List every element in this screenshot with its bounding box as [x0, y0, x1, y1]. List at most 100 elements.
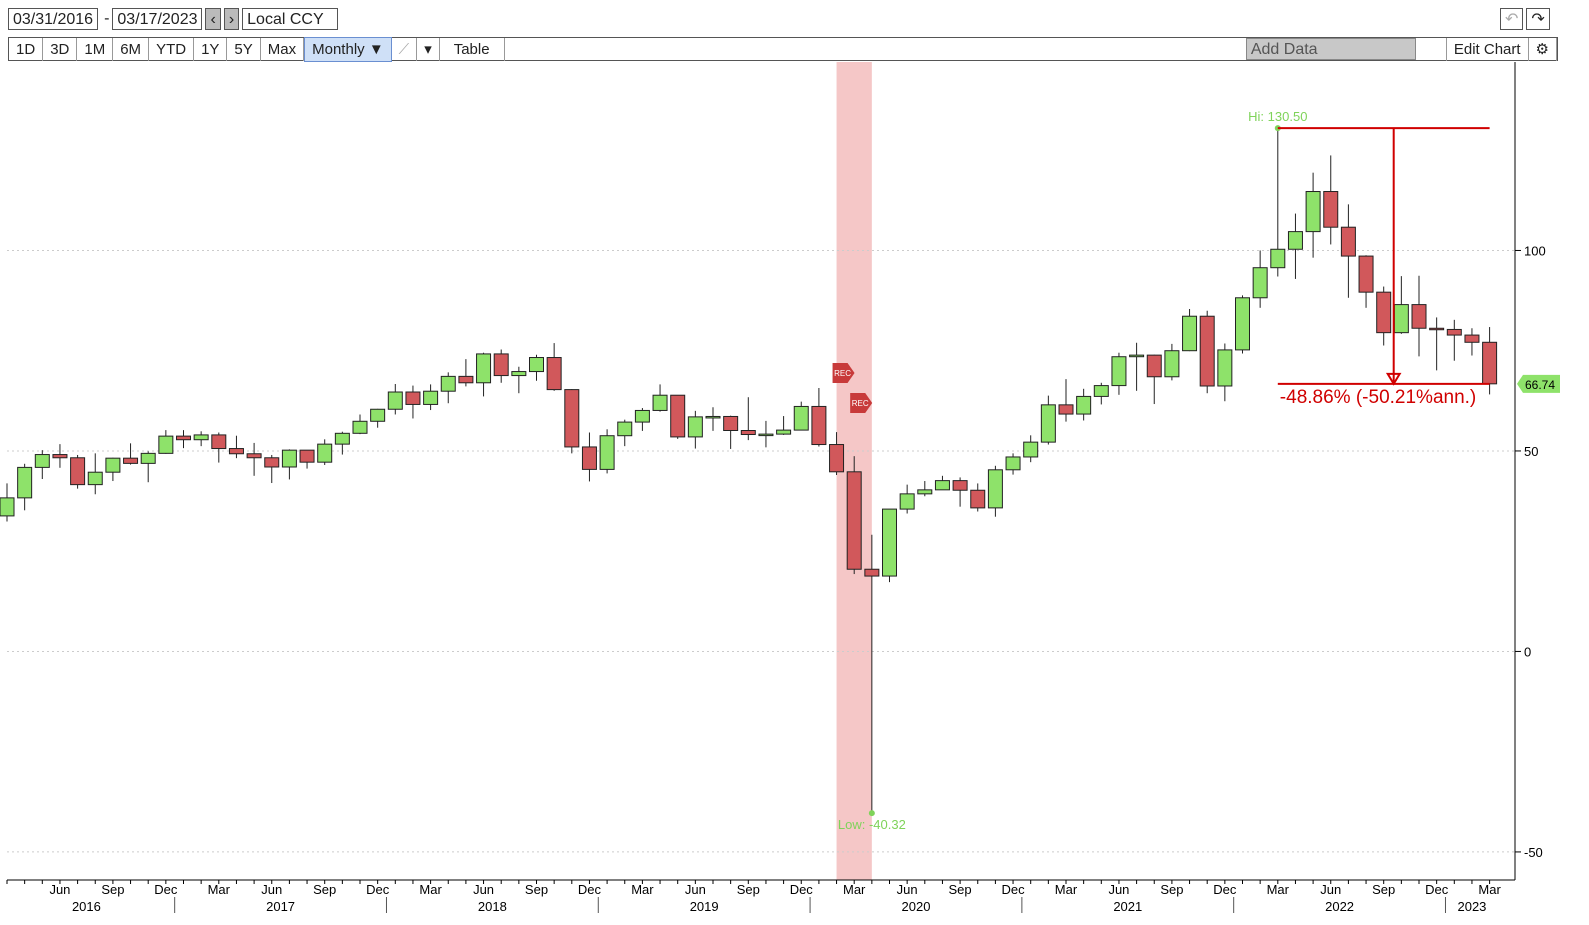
candle-body	[1058, 404, 1074, 415]
candle-body	[1270, 248, 1286, 269]
candle-body	[1199, 315, 1215, 387]
x-tick-label: Mar	[843, 882, 866, 897]
recession-band	[836, 62, 872, 880]
next-button[interactable]: ›	[223, 8, 240, 30]
range-button[interactable]: 1D	[9, 37, 44, 61]
candle-body	[511, 371, 527, 377]
candle-body	[952, 480, 968, 491]
start-date[interactable]: 03/31/2016	[8, 8, 99, 30]
settings-button[interactable]: ⚙	[1529, 37, 1557, 61]
candle-body	[17, 466, 33, 499]
add-data-input[interactable]: Add Data	[1245, 38, 1416, 60]
edit-chart-button[interactable]: Edit Chart	[1445, 37, 1529, 61]
candle-body	[1093, 385, 1109, 397]
end-date[interactable]: 03/17/2023	[112, 8, 203, 30]
rec-marker-label: REC	[852, 399, 869, 408]
range-button[interactable]: YTD	[149, 37, 195, 61]
candle-body	[52, 454, 68, 459]
undo-button[interactable]: ↶	[1500, 8, 1524, 30]
range-button[interactable]: 5Y	[227, 37, 261, 61]
candle-body	[846, 471, 862, 570]
candle-body	[1164, 350, 1180, 378]
candle-body	[899, 493, 915, 510]
x-tick-label: Sep	[525, 882, 548, 897]
year-label: 2017	[266, 899, 295, 914]
candle-body	[934, 480, 950, 491]
x-tick-label: Jun	[473, 882, 494, 897]
low-label: Low: -40.32	[838, 817, 906, 832]
x-tick-label: Sep	[1160, 882, 1183, 897]
frequency-select[interactable]: Monthly ▼	[304, 36, 392, 62]
x-tick-label: Sep	[737, 882, 760, 897]
x-tick-label: Mar	[1267, 882, 1290, 897]
y-tick-label: 50	[1524, 444, 1538, 459]
currency-select[interactable]: Local CCY	[242, 8, 339, 30]
candle-body	[864, 568, 880, 577]
table-button[interactable]: Table	[440, 37, 505, 61]
candle-body	[546, 357, 562, 391]
candle-body	[1023, 441, 1039, 458]
candle-body	[1482, 341, 1498, 385]
candle-body	[1146, 354, 1162, 378]
range-button[interactable]: 3D	[43, 37, 78, 61]
candle-body	[1182, 315, 1198, 352]
year-label: 2016	[72, 899, 101, 914]
candle-body	[140, 452, 156, 464]
dropdown-button[interactable]: ▾	[417, 37, 440, 61]
candle-body	[1358, 255, 1374, 293]
candle-body	[352, 420, 368, 434]
candle-body	[1235, 297, 1250, 351]
candle-body	[105, 457, 121, 473]
candle-body	[970, 489, 986, 509]
x-tick-label: Jun	[1320, 882, 1341, 897]
candle-body	[581, 446, 597, 470]
range-bar: 1D 3D 1M 6M YTD 1Y 5Y Max Monthly ▼ ⟋ ▾ Table A…	[8, 36, 1558, 62]
year-label: 2019	[690, 899, 719, 914]
x-tick-label: Jun	[49, 882, 70, 897]
candle-body	[281, 449, 297, 468]
candle-body	[882, 508, 897, 577]
year-label: 2018	[478, 899, 507, 914]
range-button[interactable]: 1Y	[194, 37, 228, 61]
candle-body	[423, 390, 439, 405]
candle-body	[334, 432, 350, 445]
candle-body	[476, 353, 492, 384]
x-tick-label: Mar	[631, 882, 654, 897]
candle-body	[1305, 191, 1321, 233]
candle-body	[440, 375, 456, 392]
candle-body	[652, 394, 668, 411]
rec-marker-label: REC	[834, 369, 851, 378]
x-tick-label: Sep	[949, 882, 972, 897]
x-tick-label: Jun	[685, 882, 706, 897]
high-dot	[1274, 125, 1281, 132]
candle-body	[670, 394, 686, 438]
rec-marker	[850, 393, 873, 413]
prev-button[interactable]: ‹	[205, 8, 221, 30]
x-tick-label: Sep	[1372, 882, 1395, 897]
x-tick-label: Mar	[1055, 882, 1078, 897]
range-button[interactable]: 1M	[77, 37, 114, 61]
candle-body	[70, 457, 86, 486]
candle-body	[793, 405, 809, 431]
date-bar: 03/31/2016 - 03/17/2023 ‹ › Local CCY	[8, 8, 341, 30]
candle-body	[1340, 226, 1356, 257]
chart-style-button[interactable]: ⟋	[392, 37, 418, 61]
high-label: Hi: 130.50	[1248, 109, 1307, 124]
rec-marker	[832, 363, 855, 383]
candle-body	[211, 434, 227, 450]
date-separator: -	[104, 10, 110, 27]
candle-body	[193, 434, 209, 441]
redo-button[interactable]: ↷	[1526, 8, 1550, 30]
y-tick-label: 100	[1524, 243, 1546, 258]
candle-body	[758, 433, 774, 437]
range-button[interactable]: Max	[261, 37, 305, 61]
range-button[interactable]: 6M	[113, 37, 150, 61]
x-tick-label: Dec	[790, 882, 814, 897]
candle-body	[458, 375, 474, 384]
y-tick-label: -50	[1524, 845, 1543, 860]
candle-body	[1287, 231, 1303, 250]
candle-body	[1376, 291, 1392, 334]
candle-body	[317, 443, 333, 463]
